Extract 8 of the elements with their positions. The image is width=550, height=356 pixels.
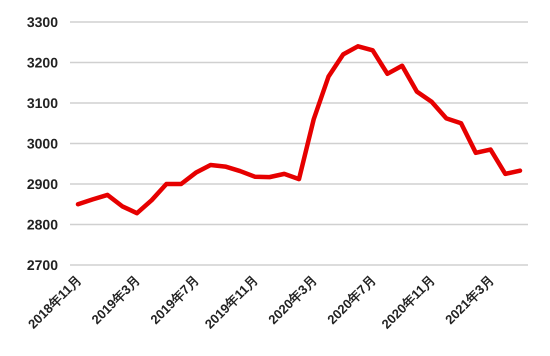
y-tick-label: 2700	[26, 257, 58, 273]
y-tick-label: 3000	[26, 136, 58, 152]
y-tick-label: 2900	[26, 176, 58, 192]
y-tick-label: 3100	[26, 95, 58, 111]
y-tick-label: 3300	[26, 14, 58, 30]
line-series	[76, 44, 522, 216]
y-tick-label: 3200	[26, 54, 58, 70]
y-tick-label: 2800	[26, 216, 58, 232]
